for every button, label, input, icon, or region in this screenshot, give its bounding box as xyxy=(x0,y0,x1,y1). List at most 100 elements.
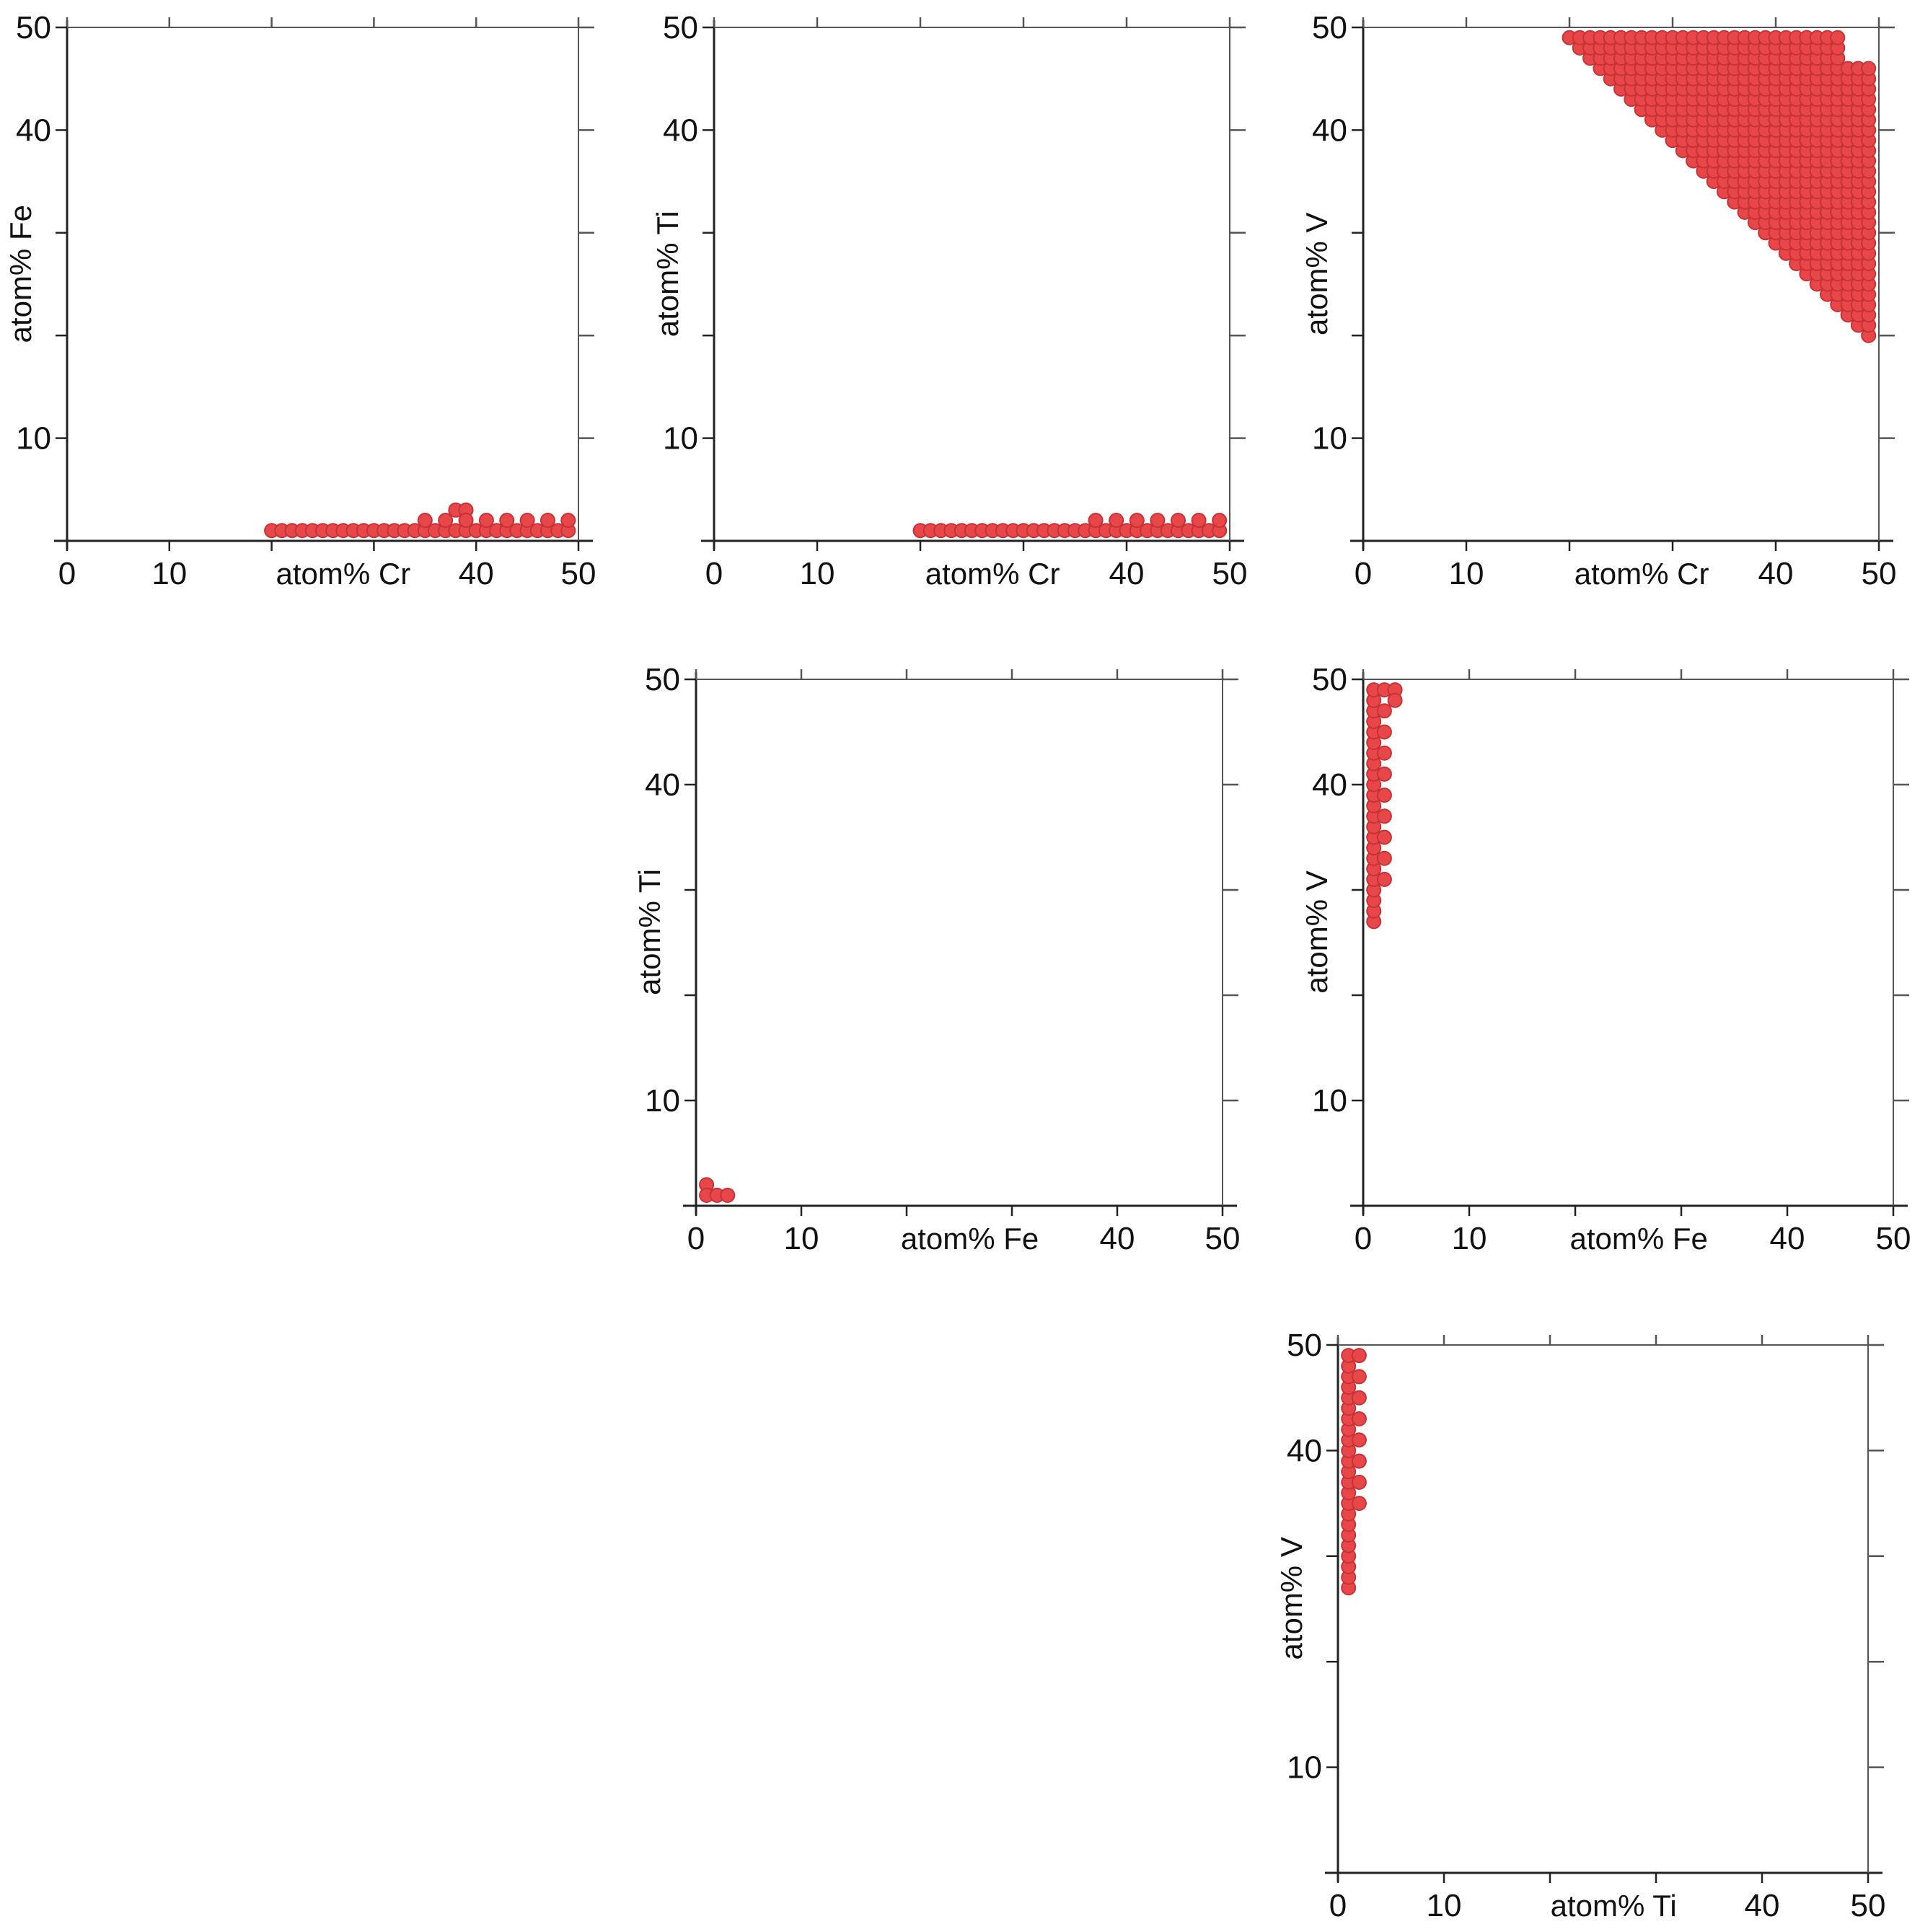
data-point xyxy=(1351,1453,1367,1469)
x-tick-label: 50 xyxy=(1212,556,1248,591)
data-point xyxy=(1351,1390,1367,1406)
x-tick-label: 10 xyxy=(800,556,835,591)
points-cr-ti xyxy=(912,513,1228,539)
data-point xyxy=(1376,808,1392,824)
data-point xyxy=(1212,513,1228,529)
data-point xyxy=(1351,1369,1367,1385)
points-fe-ti xyxy=(699,1177,736,1203)
data-point xyxy=(1376,871,1392,887)
x-tick-label: 10 xyxy=(151,556,187,591)
data-point xyxy=(438,513,454,529)
x-tick-label: 50 xyxy=(1851,1888,1886,1923)
y-tick-label: 10 xyxy=(1312,421,1347,456)
x-tick-label: 10 xyxy=(784,1221,819,1256)
y-tick-label: 10 xyxy=(16,421,51,456)
data-point xyxy=(540,513,555,529)
y-tick-label: 10 xyxy=(645,1083,680,1119)
data-point xyxy=(1830,30,1846,45)
data-point xyxy=(1351,1432,1367,1448)
chart-fe-v: 0 10 atom% Fe 40 50 10 40 50 atom% V xyxy=(1300,662,1911,1256)
y-axis-label: atom% V xyxy=(1300,213,1334,335)
chart-cr-fe: 0 10 atom% Cr 40 50 10 40 50 atom% Fe xyxy=(4,10,596,591)
x-tick-label: 0 xyxy=(1355,1221,1372,1256)
x-tick-label: 0 xyxy=(1329,1888,1347,1923)
y-axis-label: atom% V xyxy=(1300,870,1334,993)
y-axis-label: atom% Ti xyxy=(633,869,666,995)
y-tick-label: 40 xyxy=(1287,1433,1322,1468)
x-tick-label: 50 xyxy=(1876,1221,1911,1256)
y-tick-label: 50 xyxy=(16,10,51,45)
data-point xyxy=(1351,1348,1367,1364)
y-tick-label: 50 xyxy=(1312,10,1347,45)
points-cr-fe xyxy=(264,502,576,539)
points-ti-v xyxy=(1341,1348,1367,1596)
y-tick-label: 50 xyxy=(1287,1328,1322,1363)
x-tick-label: 50 xyxy=(561,556,596,591)
x-tick-label: 40 xyxy=(1770,1221,1805,1256)
y-tick-label: 10 xyxy=(1287,1750,1322,1786)
y-tick-label: 10 xyxy=(1312,1083,1347,1119)
y-axis-label: atom% Fe xyxy=(4,205,38,343)
data-point xyxy=(1351,1474,1367,1490)
data-point xyxy=(1150,513,1166,529)
data-point xyxy=(1376,850,1392,866)
data-point xyxy=(1351,1411,1367,1426)
data-point xyxy=(1351,1496,1367,1512)
data-point xyxy=(1109,513,1124,529)
y-tick-label: 10 xyxy=(663,421,698,456)
chart-cr-ti: 0 10 atom% Cr 40 50 10 40 50 atom% Ti xyxy=(651,10,1247,591)
y-tick-label: 40 xyxy=(663,113,698,148)
points-fe-v xyxy=(1366,682,1403,930)
y-tick-label: 40 xyxy=(16,113,51,148)
data-point xyxy=(1376,766,1392,782)
data-point xyxy=(458,513,474,529)
x-axis-label: atom% Ti xyxy=(1551,1889,1677,1923)
y-tick-label: 50 xyxy=(663,10,698,45)
x-tick-label: 10 xyxy=(1449,556,1484,591)
y-tick-label: 50 xyxy=(1312,662,1347,697)
data-point xyxy=(1129,513,1145,529)
x-tick-label: 0 xyxy=(687,1221,705,1256)
y-tick-label: 40 xyxy=(1312,113,1347,148)
data-point xyxy=(417,513,433,529)
x-axis-label: atom% Cr xyxy=(1575,557,1709,591)
data-point xyxy=(560,513,576,529)
data-point xyxy=(1376,745,1392,761)
data-point xyxy=(519,513,535,529)
x-tick-label: 50 xyxy=(1862,556,1897,591)
x-tick-label: 10 xyxy=(1427,1888,1462,1923)
x-axis-label: atom% Fe xyxy=(901,1222,1039,1256)
data-point xyxy=(1376,724,1392,740)
x-tick-label: 0 xyxy=(58,556,76,591)
x-tick-label: 0 xyxy=(705,556,723,591)
data-point xyxy=(1191,513,1207,529)
y-tick-label: 40 xyxy=(645,767,680,803)
x-axis-label: atom% Cr xyxy=(276,557,411,591)
x-axis-label: atom% Fe xyxy=(1569,1222,1707,1256)
x-tick-label: 10 xyxy=(1452,1221,1487,1256)
points-cr-v xyxy=(1562,30,1877,343)
x-tick-label: 50 xyxy=(1205,1221,1241,1256)
data-point xyxy=(1376,829,1392,845)
x-tick-label: 40 xyxy=(459,556,494,591)
y-axis-label: atom% Ti xyxy=(651,211,684,337)
data-point xyxy=(1387,692,1403,708)
x-tick-label: 40 xyxy=(1109,556,1145,591)
y-axis-label: atom% V xyxy=(1274,1537,1308,1659)
data-point xyxy=(1171,513,1186,529)
data-point xyxy=(478,513,494,529)
data-point xyxy=(499,513,515,529)
x-axis-label: atom% Cr xyxy=(925,557,1060,591)
x-tick-label: 40 xyxy=(1745,1888,1780,1923)
data-point xyxy=(720,1187,736,1203)
data-point xyxy=(1376,788,1392,803)
y-tick-label: 50 xyxy=(645,662,680,697)
data-point xyxy=(1376,703,1392,719)
y-tick-label: 40 xyxy=(1312,767,1347,803)
data-point xyxy=(1088,513,1104,529)
x-tick-label: 40 xyxy=(1100,1221,1135,1256)
x-tick-label: 40 xyxy=(1758,556,1794,591)
chart-cr-v: 0 10 atom% Cr 40 50 10 40 50 atom% V xyxy=(1300,10,1896,591)
chart-fe-ti: 0 10 atom% Fe 40 50 10 40 50 atom% Ti xyxy=(633,662,1240,1256)
